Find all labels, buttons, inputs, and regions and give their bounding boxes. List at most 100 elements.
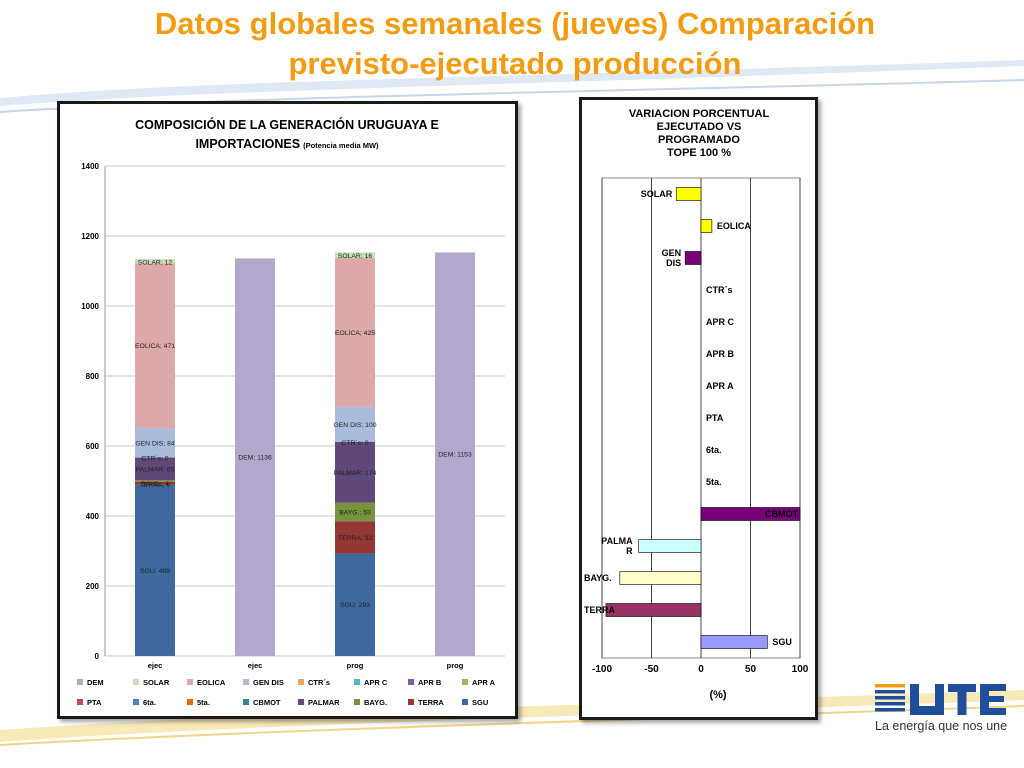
chart2-x-axis-label: (%) (709, 689, 726, 701)
chart2-category-label: EOLICA (717, 221, 752, 231)
chart1-data-label: SOLAR; 12 (138, 260, 173, 267)
chart2-title-line: PROGRAMADO (658, 134, 740, 146)
composition-chart: COMPOSICIÓN DE LA GENERACIÓN URUGUAYA E … (77, 117, 505, 707)
chart1-legend-swatch-apr-b (408, 679, 414, 685)
chart1-legend-swatch-solar (133, 679, 139, 685)
slide-title-line2: previsto-ejecutado producción (288, 46, 742, 81)
chart1-legend-label: EOLICA (197, 678, 226, 687)
chart1-legend-label: APR C (364, 678, 388, 687)
chart1-bar-bayg (335, 502, 375, 522)
chart2-category-label: SOLAR (641, 189, 673, 199)
slide-title: Datos globales semanales (jueves) Compar… (40, 4, 990, 84)
chart2-x-axis: -100 -50 0 50 100 (592, 664, 809, 675)
chart2-category-label: R (626, 546, 633, 556)
chart1-data-label: BAYG.; 53 (339, 509, 371, 516)
chart1-y-tick-label: 1000 (81, 302, 99, 311)
chart2-category-label: CBMOT (765, 509, 798, 519)
chart1-legend-label: BAYG. (364, 698, 387, 707)
chart2-category-label: APR A (706, 381, 734, 391)
chart1-data-label: SOLAR; 16 (338, 253, 373, 260)
chart1-legend-label: PALMAR (308, 698, 340, 707)
chart1-legend-swatch-terra (408, 699, 414, 705)
chart1-data-label: DEM; 1153 (438, 452, 472, 459)
chart1-data-label: SGU; 489 (140, 568, 170, 575)
chart1-y-tick-label: 600 (86, 442, 100, 451)
chart1-legend-label: CTR´s (308, 678, 330, 687)
chart2-bar-cbmot (700, 507, 801, 521)
chart2-category-label: PTA (706, 413, 724, 423)
chart1-bar-terra (335, 521, 375, 554)
chart1-data-label: EOLICA; 471 (135, 343, 175, 350)
chart1-data-label: TERRA; 9 (140, 482, 171, 489)
chart1-legend-swatch-ctr-s (298, 679, 304, 685)
chart1-legend-label: TERRA (418, 698, 444, 707)
ute-logo (875, 684, 1006, 715)
chart1-legend-swatch-sgu (462, 699, 468, 705)
chart1-title-main: IMPORTACIONES (195, 137, 300, 151)
chart1-legend-label: SOLAR (143, 678, 170, 687)
chart2-x-tick-label: -50 (644, 664, 659, 675)
chart1-bar-solar (135, 259, 175, 264)
chart2-bar-terra (605, 603, 702, 617)
chart1-bar-gen-dis (135, 428, 175, 458)
chart1-data-label: BAYG.; 4 (141, 481, 169, 488)
chart1-legend-swatch-6ta (133, 699, 139, 705)
chart1-legend-label: GEN DIS (253, 678, 284, 687)
chart1-legend-swatch-apr-c (354, 679, 360, 685)
chart1-x-axis: ejec ejec prog prog (148, 661, 464, 670)
chart1-legend-swatch-bayg (354, 699, 360, 705)
chart1-legend-label: 6ta. (143, 698, 156, 707)
chart2-gridlines (601, 177, 801, 659)
chart1-x-tick-label: prog (447, 661, 464, 670)
chart1-x-tick-label: prog (347, 661, 364, 670)
chart1-legend: DEM SOLAR EOLICA GEN DIS CTR´s APR C APR B APR … (77, 678, 496, 707)
chart1-bar-dem (435, 252, 475, 656)
composition-chart-panel: COMPOSICIÓN DE LA GENERACIÓN URUGUAYA E … (57, 101, 518, 719)
chart1-y-tick-label: 400 (86, 512, 100, 521)
chart2-title-line: EJECUTADO VS (657, 121, 742, 133)
chart1-title-line2: IMPORTACIONES (Potencia media MW) (195, 137, 379, 151)
chart1-bar-sgu (335, 553, 375, 656)
chart2-category-label: PALMA (601, 536, 633, 546)
chart1-legend-label: SGU (472, 698, 488, 707)
slide-title-line1: Datos globales semanales (jueves) Compar… (154, 6, 876, 41)
chart1-legend-swatch-dem (77, 679, 83, 685)
chart1-y-tick-label: 800 (86, 372, 100, 381)
chart2-category-label: SGU (772, 637, 792, 647)
chart1-title-line1: COMPOSICIÓN DE LA GENERACIÓN URUGUAYA E (135, 117, 439, 132)
chart2-x-tick-label: 100 (792, 664, 809, 675)
chart1-y-tick-label: 200 (86, 582, 100, 591)
chart1-x-tick-label: ejec (148, 661, 163, 670)
chart2-category-label: 5ta. (706, 477, 722, 487)
chart2-title-line: TOPE 100 % (667, 147, 731, 159)
chart1-legend-label: 5ta. (197, 698, 210, 707)
chart1-legend-swatch-5ta (187, 699, 193, 705)
ute-logo-mark (875, 684, 1006, 715)
chart2-bars (605, 187, 801, 649)
chart1-bar-palmar (335, 441, 375, 503)
chart2-x-tick-label: 0 (698, 664, 704, 675)
chart1-bar-eolica (335, 258, 375, 407)
chart1-legend-label: DEM (87, 678, 104, 687)
chart1-data-label: GEN DIS; 100 (333, 422, 376, 429)
chart1-data-label: PALMAR; 65 (136, 466, 175, 473)
chart1-bar-eolica (135, 263, 175, 429)
chart2-category-label: APR C (706, 317, 735, 327)
chart1-legend-swatch-pta (77, 699, 83, 705)
chart2-x-tick-label: -100 (592, 664, 612, 675)
chart1-bar-terra (135, 481, 175, 485)
chart2-category-label: TERRA (584, 605, 615, 615)
chart1-data-label: CTR´s; 0 (341, 440, 368, 447)
chart2-category-label: APR B (706, 349, 735, 359)
chart1-data-label: TERRA; 92 (338, 535, 373, 542)
chart1-legend-label: APR A (472, 678, 496, 687)
chart1-y-tick-label: 1200 (81, 232, 99, 241)
chart1-legend-swatch-apr-a (462, 679, 468, 685)
chart1-data-label: GEN DIS; 84 (135, 440, 175, 447)
chart1-legend-label: PTA (87, 698, 102, 707)
chart2-category-label: CTR´s (706, 285, 733, 295)
chart2-category-label: GEN (662, 248, 682, 258)
chart1-y-axis: 0 200 400 600 800 1000 1200 1400 (81, 162, 106, 661)
chart1-bar-bayg (135, 480, 175, 482)
